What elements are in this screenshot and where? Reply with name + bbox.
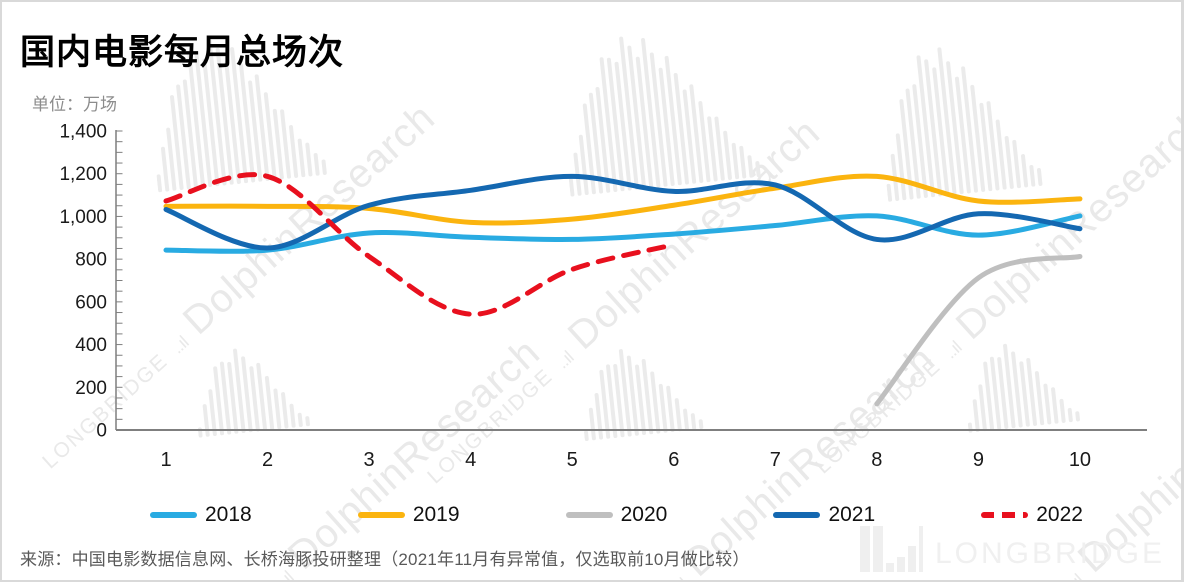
legend-swatch-2019 [357,512,405,518]
series-line-2020 [874,254,1083,407]
legend-label-2022: 2022 [1036,503,1083,526]
svg-text:7: 7 [770,449,781,471]
svg-text:1,200: 1,200 [59,164,107,185]
legend: 2018 2019 2020 2021 2022 [150,503,1083,527]
x-axis-labels: 1 2 3 4 5 6 7 8 9 10 [160,449,1091,471]
legend-label-2020: 2020 [620,503,668,526]
svg-text:8: 8 [871,449,882,471]
legend-item-2019: 2019 [357,503,460,527]
series-line-2021 [163,173,1083,251]
svg-text:800: 800 [75,250,107,271]
series-line-2019 [163,173,1083,226]
watermark-waveform-icon [880,44,1043,202]
longbridge-logo-bars-icon [859,526,923,572]
svg-text:200: 200 [75,378,107,399]
svg-text:1: 1 [160,449,171,471]
unit-label: 单位：万场 [32,95,117,114]
svg-text:9: 9 [973,449,984,471]
svg-text:1,400: 1,400 [59,122,107,143]
longbridge-logo-text: LONGBRIDGE [934,537,1165,570]
watermark-waveform-icon [194,347,310,438]
legend-label-2021: 2021 [828,503,876,526]
legend-label-2018: 2018 [205,503,252,526]
svg-text:0: 0 [96,421,107,442]
watermark-waveform-icon [150,34,327,193]
legend-swatch-2018 [150,512,197,518]
svg-text:600: 600 [75,292,107,313]
source-note: 来源：中国电影数据信息网、长桥海豚投研整理（2021年11月有异常值，仅选取前1… [20,550,750,569]
legend-item-2022: 2022 [981,503,1083,527]
series-line-2018 [163,213,1083,254]
svg-text:400: 400 [75,335,107,356]
legend-swatch-2022 [981,512,1029,518]
legend-swatch-2021 [773,512,821,518]
legend-label-2019: 2019 [412,503,460,526]
watermark-waveform-icon [964,342,1082,433]
axes [115,130,1147,431]
svg-text:3: 3 [364,449,375,471]
legend-item-2021: 2021 [773,503,875,527]
legend-swatch-2020 [565,512,613,518]
svg-text:4: 4 [465,449,476,471]
legend-item-2018: 2018 [150,503,252,527]
longbridge-logo: LONGBRIDGE [859,526,1165,572]
svg-text:6: 6 [668,449,679,471]
series-line-2022 [163,172,677,317]
svg-text:10: 10 [1069,449,1091,471]
svg-text:1,000: 1,000 [59,207,107,228]
svg-text:2: 2 [262,449,273,471]
svg-text:5: 5 [567,449,578,471]
watermark-waveform-icon [580,347,705,442]
legend-item-2020: 2020 [565,503,668,527]
y-axis-labels: 0 200 400 600 800 1,000 1,200 1,400 [59,122,107,442]
chart-title: 国内电影每月总场次 [20,33,345,72]
watermark-waveform-icon [562,32,761,197]
